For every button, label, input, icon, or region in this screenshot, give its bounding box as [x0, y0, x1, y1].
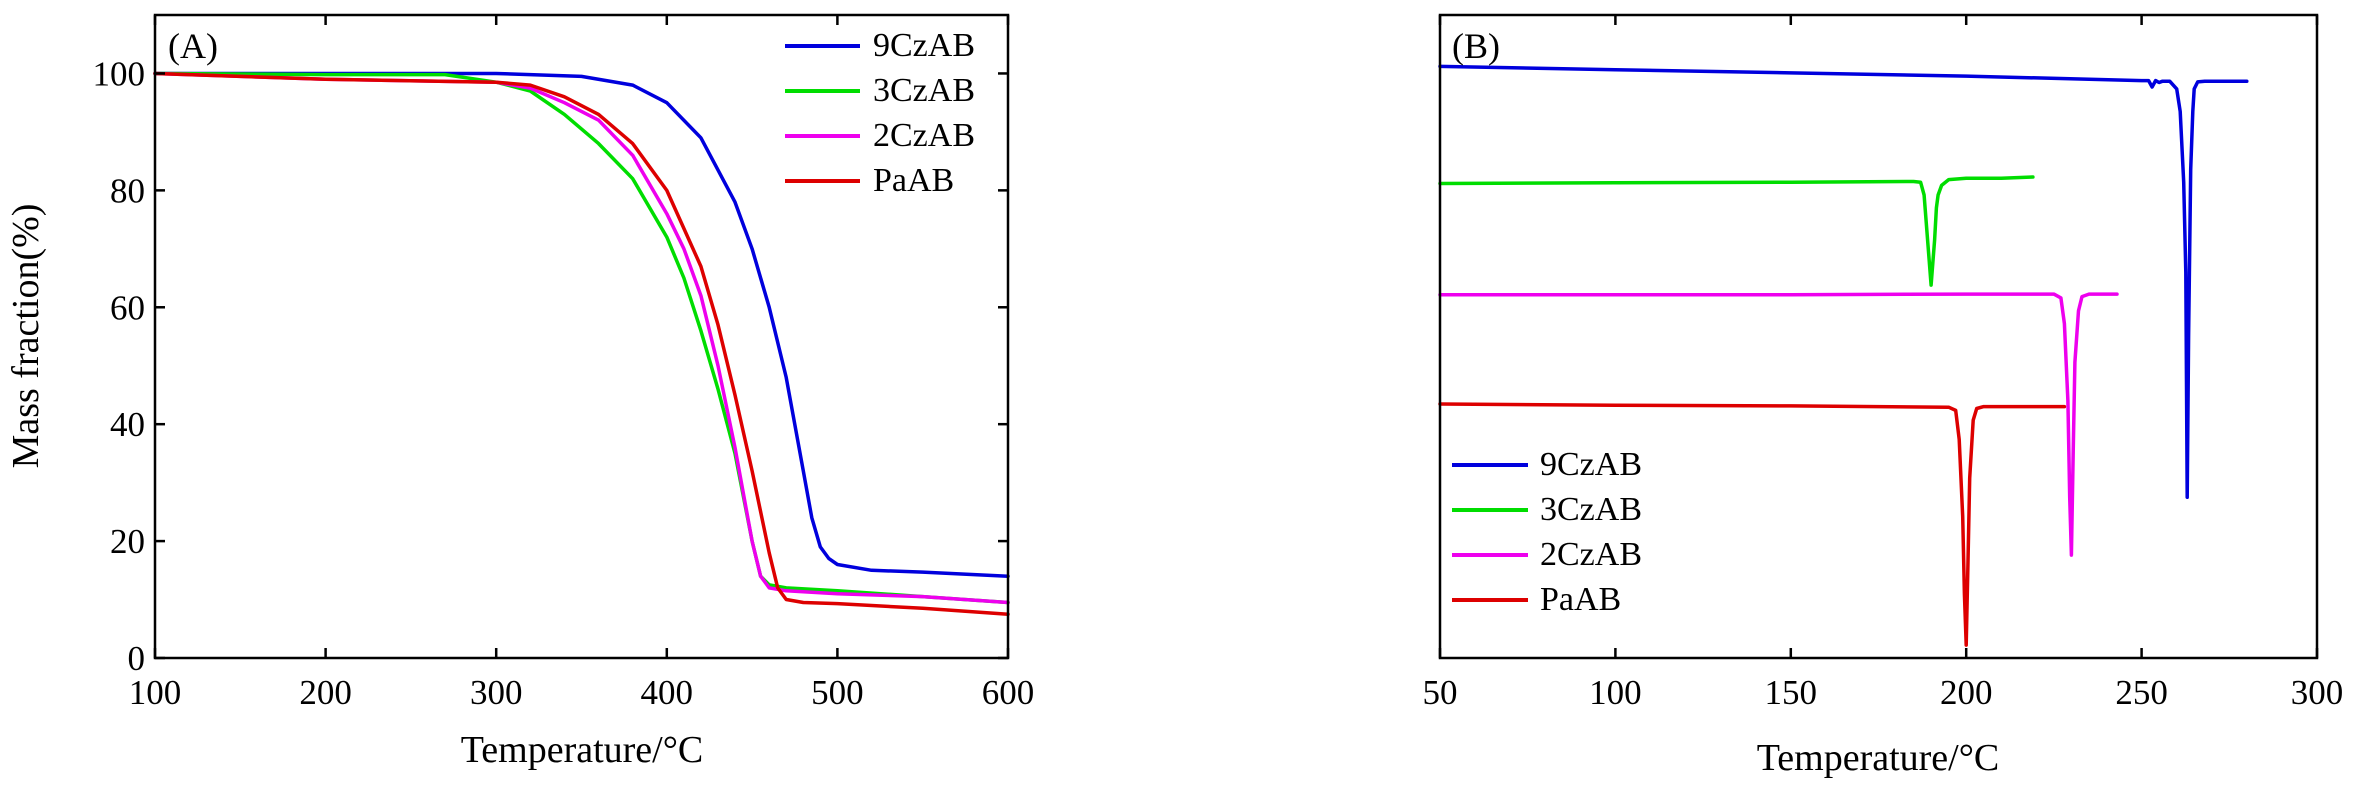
y-tick-label: 0 [128, 639, 146, 678]
panel-label: (B) [1452, 26, 1500, 66]
y-axis-label: Mass fraction(%) [5, 204, 47, 469]
x-tick-label: 200 [299, 673, 352, 712]
legend-label-9czab: 9CzAB [1540, 446, 1642, 483]
y-tick-label: 100 [93, 54, 146, 93]
series-line-2czab [1438, 292, 2119, 557]
x-tick-label: 100 [129, 673, 182, 712]
series-line-3czab [1438, 175, 2035, 287]
y-tick-label: 80 [110, 171, 145, 210]
y-tick-label: 40 [110, 405, 145, 444]
legend-label-3czab: 3CzAB [873, 72, 975, 109]
x-tick-label: 150 [1765, 673, 1818, 712]
x-tick-label: 100 [1589, 673, 1642, 712]
series-line-9czab [1438, 64, 2249, 500]
legend: 9CzAB 3CzAB 2CzAB PaAB [785, 27, 975, 199]
x-tick-label: 50 [1423, 673, 1458, 712]
x-tick-label: 500 [811, 673, 864, 712]
x-axis-label: Temperature/°C [461, 729, 704, 771]
x-tick-label: 400 [641, 673, 694, 712]
x-tick-label: 250 [2115, 673, 2168, 712]
legend-label-9czab: 9CzAB [873, 27, 975, 64]
series-line-2czab [153, 71, 1010, 605]
y-tick-label: 60 [110, 288, 145, 327]
x-tick-label: 300 [2291, 673, 2344, 712]
legend-label-paab: PaAB [1540, 581, 1621, 618]
panel-b: 50 100 150 200 250 300 Temperature/°C (B) 9CzAB 3… [1423, 13, 2344, 779]
x-tick-label: 200 [1940, 673, 1993, 712]
series-line-paab [153, 71, 1010, 616]
legend: 9CzAB 3CzAB 2CzAB PaAB [1452, 446, 1642, 618]
legend-label-2czab: 2CzAB [1540, 536, 1642, 573]
legend-label-2czab: 2CzAB [873, 117, 975, 154]
x-tick-label: 600 [982, 673, 1035, 712]
legend-label-paab: PaAB [873, 162, 954, 199]
x-axis-label: Temperature/°C [1757, 737, 2000, 779]
plot-frame [1438, 13, 2319, 660]
panel-label: (A) [168, 26, 218, 66]
legend-label-3czab: 3CzAB [1540, 491, 1642, 528]
x-tick-label: 300 [470, 673, 523, 712]
plot-frame [153, 13, 1010, 660]
panel-a: 100 200 300 400 500 600 0 20 40 60 80 100 Temperatur… [5, 13, 1035, 771]
series-line-paab [1438, 402, 2067, 647]
series-line-9czab [153, 71, 1010, 578]
y-tick-label: 20 [110, 522, 145, 561]
